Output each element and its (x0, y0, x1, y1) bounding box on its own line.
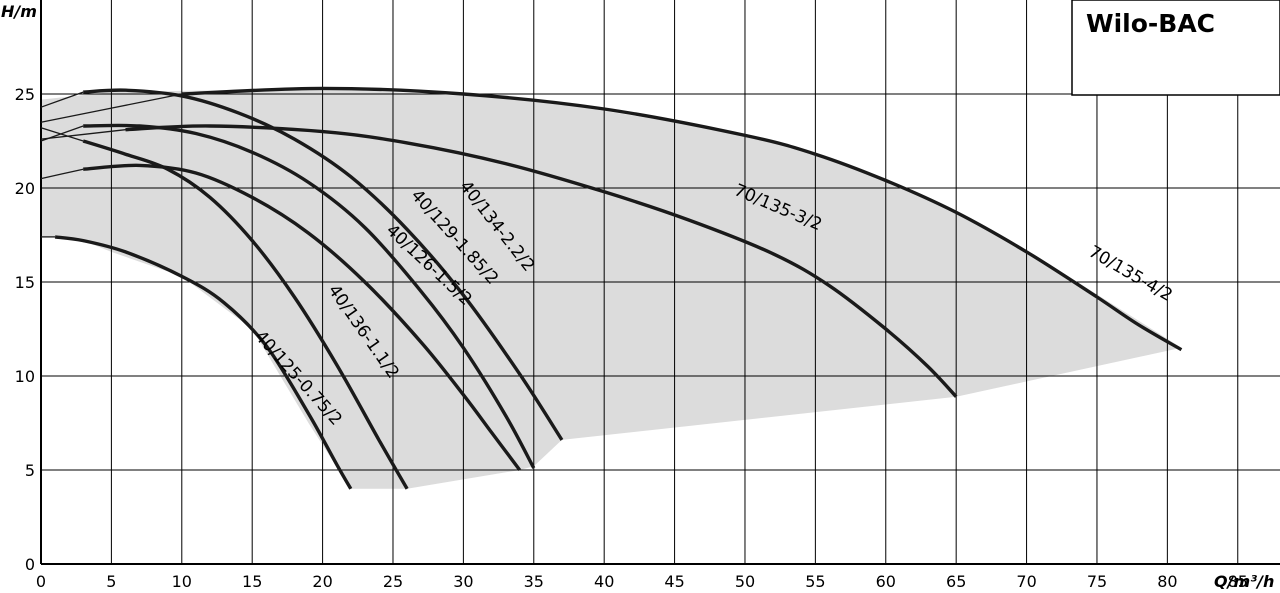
curve-start-40/136-1.1/2 (40, 127, 84, 142)
x-tick-label: 0 (36, 572, 46, 591)
x-tick-label: 85 (1228, 572, 1248, 591)
operating-range-area (41, 88, 1182, 489)
x-tick-label: 65 (946, 572, 966, 591)
x-tick-label: 55 (805, 572, 825, 591)
x-tick-label: 60 (876, 572, 896, 591)
x-tick-label: 45 (664, 572, 684, 591)
curve-start-40/134-2.2/2 (40, 91, 84, 108)
x-tick-label: 20 (312, 572, 332, 591)
curve-40/126-1.5/2 (83, 163, 522, 472)
x-tick-label: 50 (735, 572, 755, 591)
x-axis-label: Q/m³/h (1214, 572, 1274, 591)
curve-start-40/126-1.5/2 (40, 168, 84, 180)
curve-start-70/135-3/2 (40, 129, 126, 140)
y-tick-label: 10 (15, 367, 35, 386)
x-tick-label: 5 (106, 572, 116, 591)
x-tick-label: 75 (1087, 572, 1107, 591)
curve-40/129-1.85/2 (83, 123, 536, 469)
pump-curves (40, 86, 1183, 490)
x-tick-label: 35 (524, 572, 544, 591)
y-axis-label: H/m (1, 2, 37, 21)
y-tick-label: 5 (25, 461, 35, 480)
y-tick-label: 25 (15, 85, 35, 104)
curve-40/134-2.2/2 (83, 88, 564, 441)
curve-start-70/135-4/2 (40, 93, 182, 123)
operating-range-polygon (41, 88, 1182, 489)
x-tick-label: 40 (594, 572, 614, 591)
x-tick-label: 15 (242, 572, 262, 591)
axes (40, 0, 1280, 565)
y-tick-label: 15 (15, 273, 35, 292)
y-tick-label: 0 (25, 555, 35, 574)
x-tick-label: 25 (383, 572, 403, 591)
curve-70/135-4/2 (181, 86, 1183, 352)
x-tick-label: 80 (1157, 572, 1177, 591)
x-tick-label: 10 (172, 572, 192, 591)
curve-70/135-3/2 (125, 124, 958, 398)
curve-40/136-1.1/2 (82, 139, 409, 490)
tick-labels: 0 5 10 15 20 25 30 35 40 45 50 55 60 65 70 75 80 85 0 5 10 15… (15, 85, 1248, 591)
x-tick-label: 30 (453, 572, 473, 591)
curve-start-40/129-1.85/2 (40, 125, 84, 142)
curve-40/125-0.75/2 (54, 235, 353, 490)
chart-title: Wilo-BAC (1086, 9, 1215, 38)
y-tick-label: 20 (15, 179, 35, 198)
x-tick-label: 70 (1016, 572, 1036, 591)
title-box (1071, 0, 1280, 96)
